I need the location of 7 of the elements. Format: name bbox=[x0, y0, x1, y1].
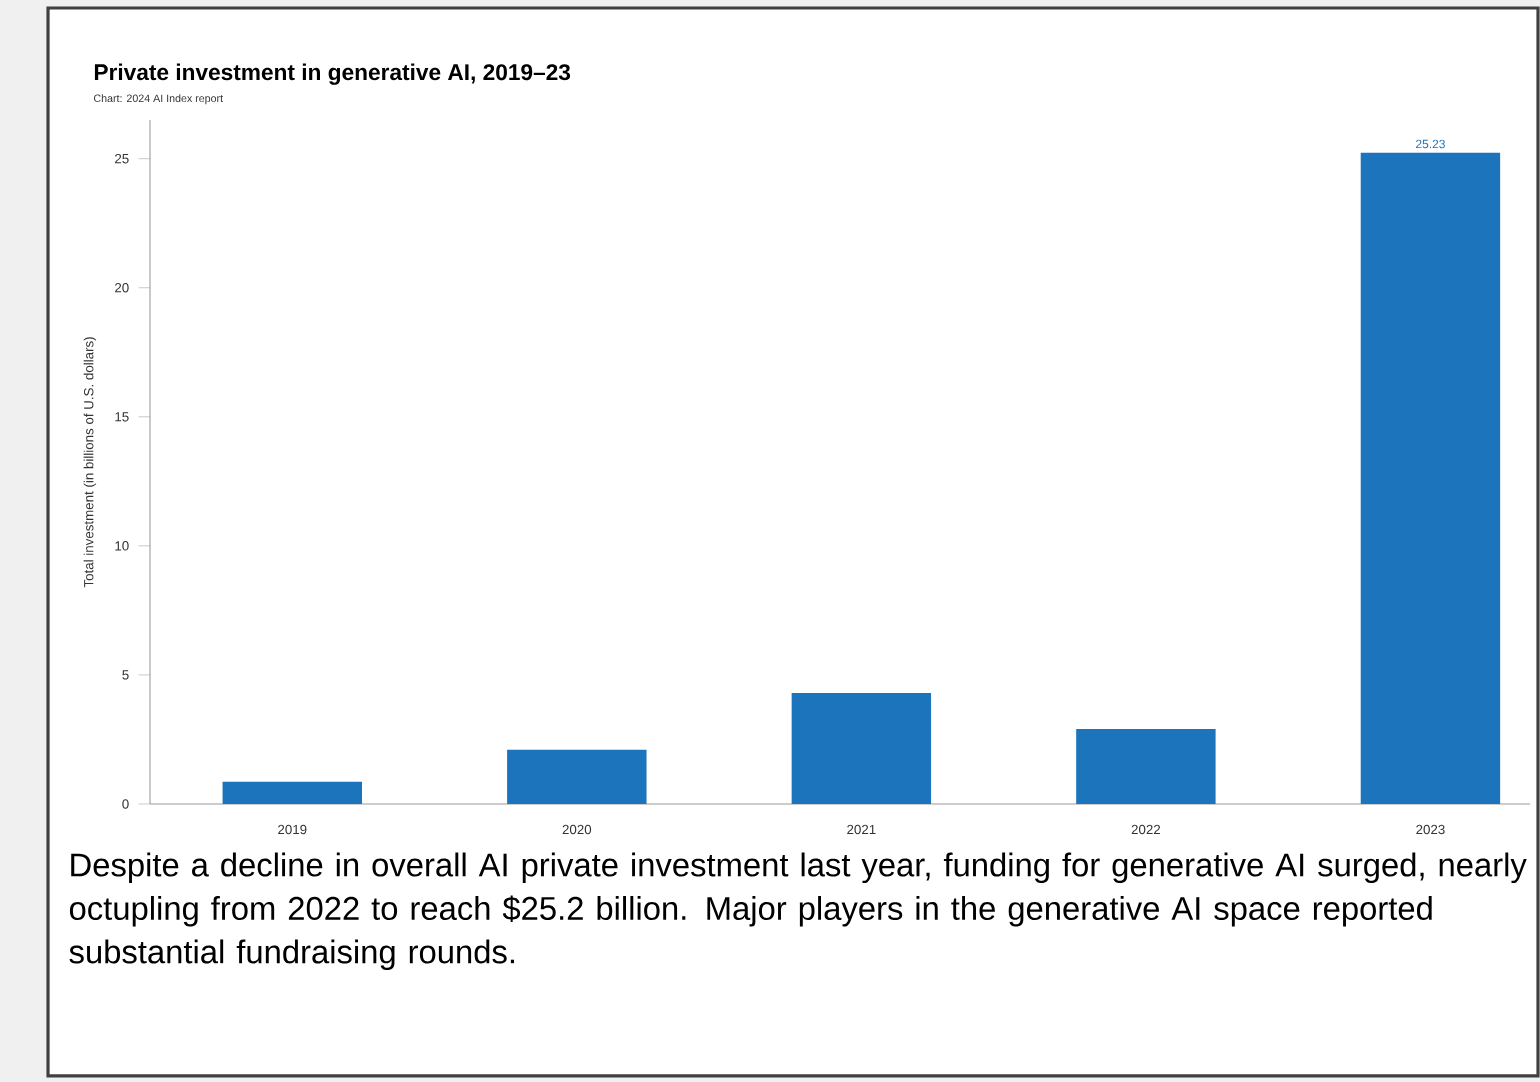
chart-title: Private investment in generative AI, 2019–23 bbox=[94, 63, 571, 85]
bar bbox=[222, 781, 362, 804]
bar bbox=[507, 749, 647, 804]
bar bbox=[791, 692, 932, 804]
bar bbox=[1360, 152, 1501, 804]
text: Despite a decline in overall AI private investment last year, funding for generative AI surged, nearly octupling from 2022 to reach $25.2 billion. Major players in the generative AI space reported substantial fundraising rounds. bbox=[69, 852, 1527, 971]
bar bbox=[1076, 729, 1216, 804]
